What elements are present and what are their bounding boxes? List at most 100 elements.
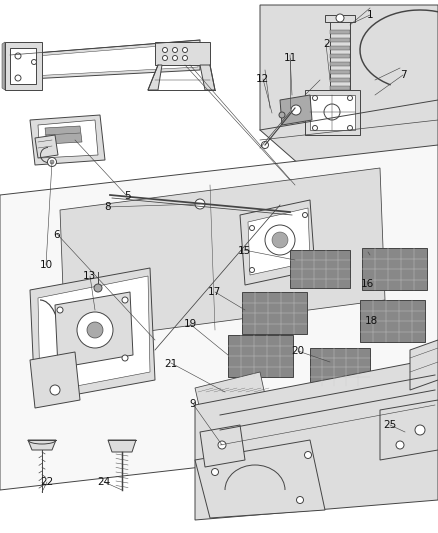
Polygon shape [28, 440, 56, 450]
Polygon shape [362, 248, 427, 290]
Circle shape [312, 125, 318, 131]
Circle shape [50, 385, 60, 395]
Polygon shape [5, 42, 42, 90]
Polygon shape [330, 20, 350, 110]
Text: 6: 6 [53, 230, 60, 239]
Polygon shape [330, 54, 350, 58]
Circle shape [15, 75, 21, 81]
Polygon shape [195, 358, 438, 520]
Circle shape [336, 14, 344, 22]
Polygon shape [242, 292, 307, 334]
Polygon shape [30, 268, 155, 402]
Circle shape [303, 262, 307, 268]
Polygon shape [330, 30, 350, 34]
Text: 15: 15 [238, 246, 251, 255]
Circle shape [304, 451, 311, 458]
Circle shape [122, 297, 128, 303]
Text: 5: 5 [124, 191, 131, 201]
Circle shape [162, 55, 167, 61]
Polygon shape [30, 115, 105, 165]
Polygon shape [2, 42, 5, 90]
Polygon shape [35, 135, 58, 158]
Circle shape [94, 284, 102, 292]
Circle shape [415, 425, 425, 435]
Circle shape [183, 55, 187, 61]
Polygon shape [330, 62, 350, 66]
Circle shape [297, 497, 304, 504]
Circle shape [87, 322, 103, 338]
Circle shape [212, 469, 219, 475]
Circle shape [122, 355, 128, 361]
Circle shape [265, 225, 295, 255]
Circle shape [303, 213, 307, 217]
Polygon shape [38, 120, 98, 158]
Text: 9: 9 [189, 399, 196, 409]
Circle shape [250, 225, 254, 230]
Polygon shape [45, 126, 82, 144]
Circle shape [77, 312, 113, 348]
Polygon shape [380, 400, 438, 460]
Polygon shape [200, 425, 245, 467]
Polygon shape [195, 440, 325, 518]
Polygon shape [10, 40, 200, 80]
Polygon shape [330, 38, 350, 42]
Circle shape [15, 53, 21, 59]
Text: 13: 13 [83, 271, 96, 281]
Text: 8: 8 [104, 202, 111, 212]
Circle shape [173, 55, 177, 61]
Polygon shape [325, 15, 355, 22]
Polygon shape [410, 340, 438, 390]
Polygon shape [55, 292, 133, 368]
Text: 12: 12 [256, 74, 269, 84]
Polygon shape [360, 300, 425, 342]
Polygon shape [310, 95, 355, 130]
Polygon shape [310, 348, 370, 386]
Circle shape [272, 232, 288, 248]
Polygon shape [330, 86, 350, 90]
Polygon shape [290, 250, 350, 288]
Polygon shape [30, 352, 80, 408]
Polygon shape [305, 90, 360, 135]
Circle shape [195, 199, 205, 209]
Circle shape [47, 157, 57, 166]
Polygon shape [12, 43, 198, 77]
Text: 21: 21 [164, 359, 177, 368]
Polygon shape [60, 168, 385, 342]
Polygon shape [148, 65, 162, 90]
Polygon shape [0, 145, 438, 490]
Polygon shape [280, 95, 312, 125]
Circle shape [173, 47, 177, 52]
Polygon shape [155, 42, 210, 65]
Text: 11: 11 [283, 53, 297, 62]
Circle shape [347, 125, 353, 131]
Polygon shape [10, 48, 36, 84]
Circle shape [32, 60, 36, 64]
Text: 16: 16 [361, 279, 374, 288]
Text: 22: 22 [41, 478, 54, 487]
Polygon shape [108, 440, 136, 452]
Circle shape [261, 141, 268, 149]
Text: 1: 1 [367, 10, 374, 20]
Circle shape [250, 268, 254, 272]
Circle shape [312, 95, 318, 101]
Polygon shape [248, 208, 310, 275]
Polygon shape [240, 200, 315, 285]
Circle shape [183, 47, 187, 52]
Polygon shape [228, 335, 293, 377]
Text: 7: 7 [399, 70, 406, 79]
Text: 20: 20 [291, 346, 304, 356]
Circle shape [291, 105, 301, 115]
Circle shape [57, 307, 63, 313]
Polygon shape [330, 78, 350, 82]
Polygon shape [200, 65, 215, 90]
Circle shape [347, 95, 353, 101]
Text: 24: 24 [98, 478, 111, 487]
Circle shape [162, 47, 167, 52]
Polygon shape [330, 46, 350, 50]
Circle shape [279, 112, 285, 118]
Polygon shape [260, 5, 438, 200]
Circle shape [50, 160, 54, 164]
Circle shape [218, 441, 226, 449]
Text: 25: 25 [383, 421, 396, 430]
Text: 18: 18 [365, 316, 378, 326]
